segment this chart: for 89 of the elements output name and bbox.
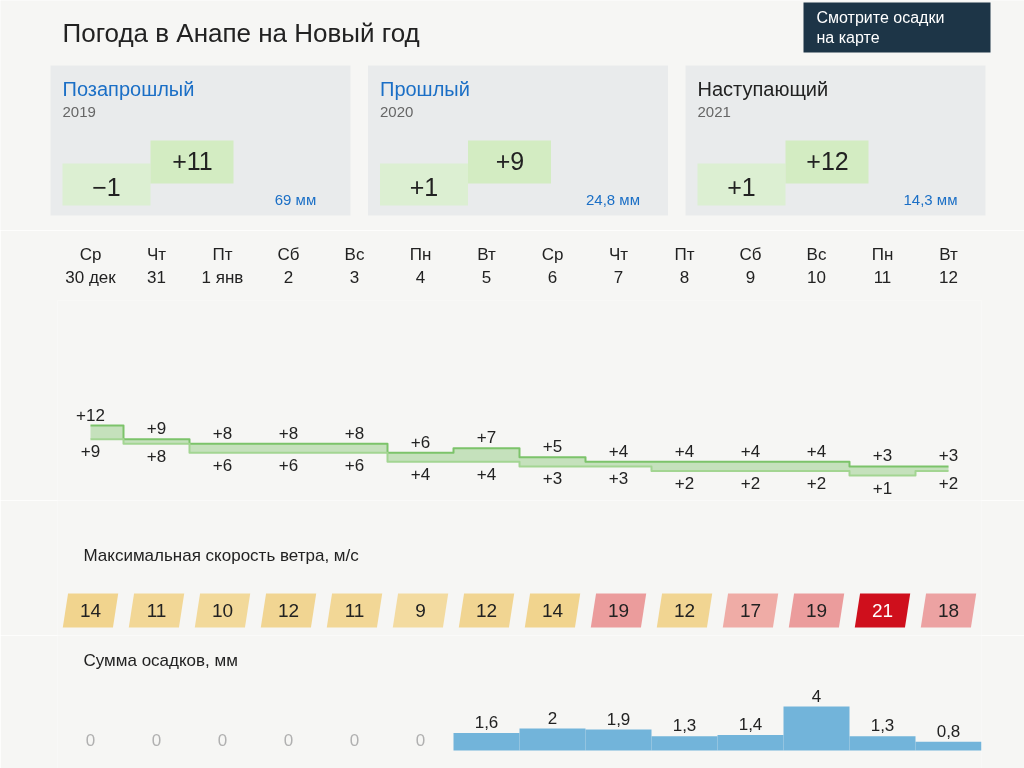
data-label: +6 [212,455,233,475]
data-label: 1,3 [870,716,895,736]
data-label: +8 [212,423,233,443]
text: +1 [409,172,439,201]
data-label: 19 [607,600,630,621]
x-tick-label: Пт 1 янв [201,244,244,287]
data-label: 12 [673,600,696,621]
x-tick-label: Вс 3 [344,244,365,287]
x-tick-label: Ср 30 дек [65,244,117,287]
data-label: +3 [542,469,563,489]
data-label: +7 [476,428,497,448]
x-tick-label: Сб 9 [739,244,762,287]
data-label: +9 [146,419,167,439]
data-label: +3 [872,446,893,466]
data-label: +9 [80,442,101,462]
text: Позапрошлый [62,77,195,100]
data-label: +6 [278,455,299,475]
data-label: +8 [278,423,299,443]
data-label: +4 [806,441,827,461]
text: 2019 [62,102,96,120]
x-tick-label: Ср 6 [541,244,564,287]
x-tick-label: Чт 31 [146,244,167,287]
data-label: +5 [542,437,563,457]
text: Наступающий [697,77,829,100]
text: −1 [92,172,121,201]
text: Прошлый [380,77,470,100]
x-tick-label: Вт 12 [939,244,958,287]
data-label: +4 [476,464,497,484]
data-label: 0 [283,730,294,750]
data-label: +12 [76,405,105,425]
data-label: 19 [805,600,828,621]
text: +9 [495,146,525,175]
data-label: +3 [608,469,629,489]
data-label: +2 [806,473,827,493]
data-label: 2 [547,708,558,728]
data-label: 9 [415,600,426,621]
data-label: 11 [146,600,167,621]
data-label: +4 [674,441,695,461]
data-label: 14 [79,600,102,621]
data-label: +3 [938,446,959,466]
text: 14,3 мм [903,191,958,208]
data-label: 0 [349,730,360,750]
text: +11 [172,146,213,175]
text: 69 мм [274,191,317,208]
data-label: 17 [739,600,762,621]
data-label: 0 [415,730,426,750]
x-tick-label: Пн 11 [871,244,894,287]
data-label: 11 [344,600,365,621]
data-label: 21 [871,600,894,621]
data-label: 18 [937,600,960,621]
x-tick-label: Пн 4 [409,244,432,287]
text: +1 [727,172,756,201]
data-label: +1 [872,478,893,498]
data-label: 10 [211,600,234,621]
text: Смотрите осадки на карте [816,8,945,47]
data-label: 0 [217,730,228,750]
data-label: +6 [344,455,365,475]
chart-title: Максимальная скорость ветра, м/с [83,546,360,565]
data-label: +4 [608,441,629,461]
x-tick-label: Вт 5 [477,244,496,287]
data-label: 1,4 [738,715,763,735]
data-label: +2 [938,473,959,493]
text: 2020 [380,102,414,120]
text: +12 [806,146,849,175]
data-label: +2 [740,473,761,493]
x-tick-label: Чт 7 [608,244,629,287]
chart-title: Сумма осадков, мм [83,651,238,670]
data-label: 4 [811,686,822,706]
text: 24,8 мм [586,191,641,208]
text: Погода в Анапе на Новый год [62,17,420,48]
x-tick-label: Пт 8 [674,244,695,287]
data-label: 0,8 [936,721,961,741]
data-label: +4 [410,464,431,484]
data-label: +8 [344,423,365,443]
data-label: 0 [85,730,96,750]
x-tick-label: Сб 2 [277,244,300,287]
data-label: +2 [674,473,695,493]
data-label: +6 [410,432,431,452]
data-label: +8 [146,446,167,466]
data-label: 1,6 [474,712,499,732]
data-label: 12 [277,600,300,621]
data-label: +4 [740,441,761,461]
data-label: 0 [151,730,162,750]
data-label: 12 [475,600,498,621]
data-label: 1,9 [606,709,631,729]
text: 2021 [697,102,731,120]
data-label: 14 [541,600,564,621]
x-tick-label: Вс 10 [806,244,827,287]
data-label: 1,3 [672,716,697,736]
